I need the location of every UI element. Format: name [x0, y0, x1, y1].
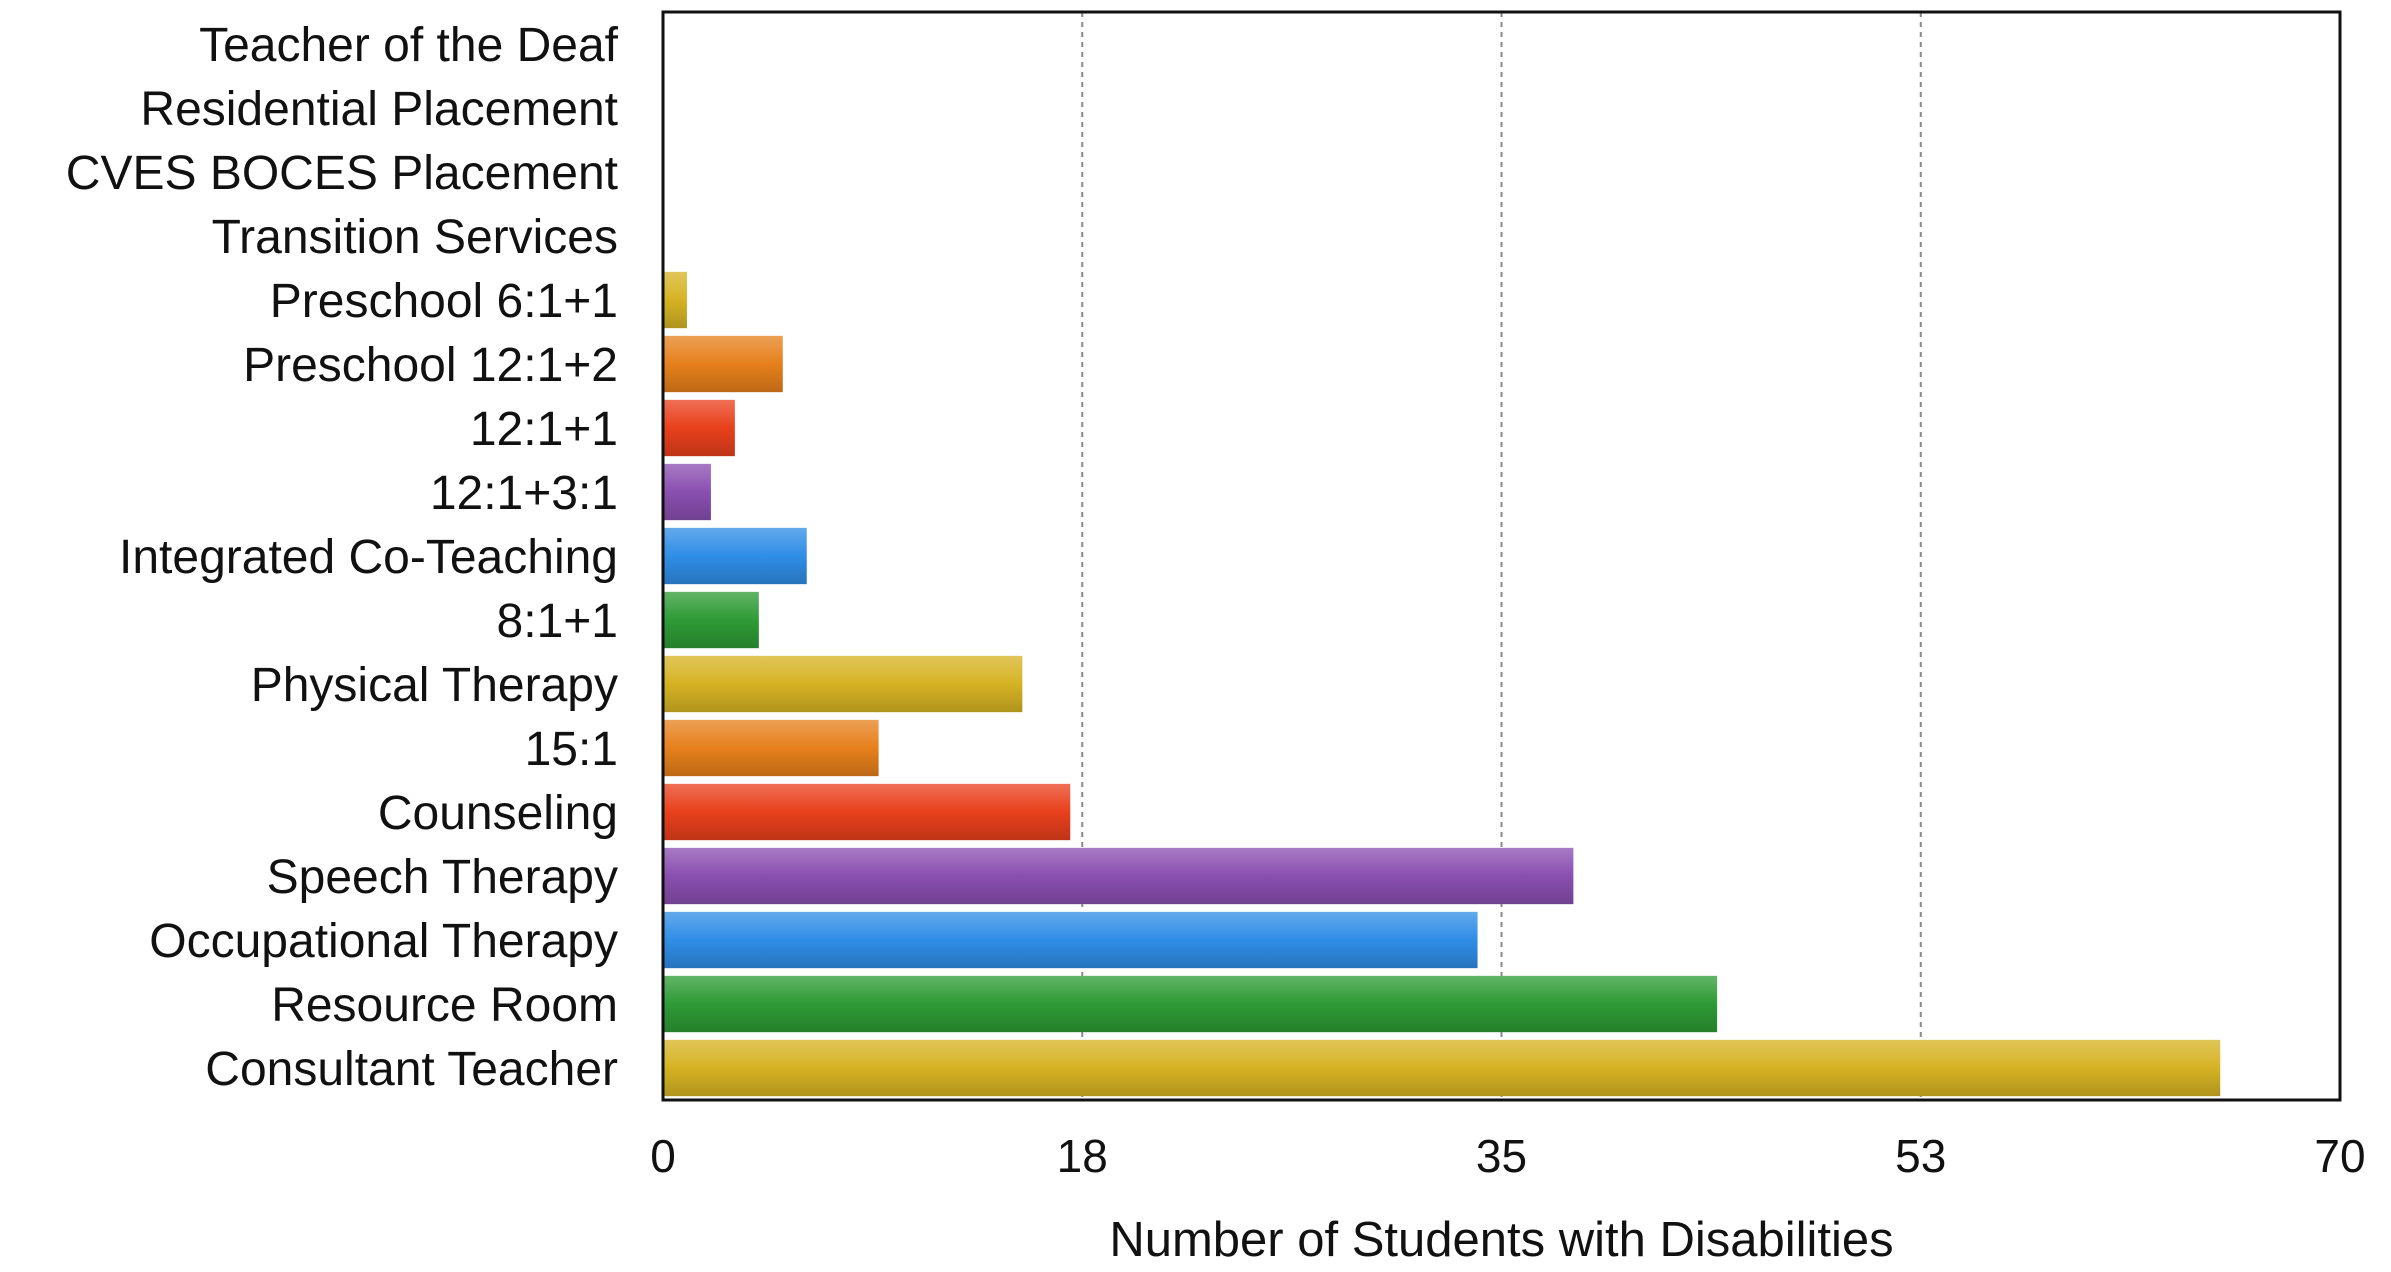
- bar: [663, 1039, 2221, 1097]
- bar: [663, 335, 783, 393]
- category-label: Residential Placement: [140, 83, 618, 136]
- x-tick-label: 0: [650, 1130, 676, 1182]
- bar: [663, 399, 735, 457]
- category-label: CVES BOCES Placement: [66, 147, 618, 200]
- bar: [663, 463, 711, 521]
- bar: [663, 783, 1071, 841]
- category-label: 8:1+1: [497, 595, 618, 648]
- plot-frame: [661, 10, 2342, 1102]
- bar: [663, 975, 1718, 1033]
- bar: [663, 911, 1478, 969]
- category-label: Resource Room: [271, 979, 618, 1032]
- bar: [663, 591, 759, 649]
- x-axis-title: Number of Students with Disabilities: [1109, 1213, 1893, 1267]
- category-label: 15:1: [525, 723, 618, 776]
- bar: [663, 847, 1574, 905]
- bar: [663, 719, 879, 777]
- bar: [663, 527, 807, 585]
- bar: [663, 655, 1023, 713]
- bar: [663, 271, 687, 329]
- category-label: Teacher of the Deaf: [199, 19, 619, 72]
- category-label: Integrated Co-Teaching: [119, 531, 618, 584]
- category-label: Speech Therapy: [267, 851, 618, 904]
- category-label: Consultant Teacher: [205, 1043, 618, 1096]
- category-label: Transition Services: [212, 211, 618, 264]
- x-tick-label: 53: [1895, 1130, 1946, 1182]
- category-label: 12:1+1: [470, 403, 618, 456]
- category-label: 12:1+3:1: [430, 467, 618, 520]
- bars: [663, 271, 2221, 1097]
- category-label: Preschool 6:1+1: [270, 275, 618, 328]
- x-tick-label: 35: [1476, 1130, 1527, 1182]
- x-tick-label: 70: [2314, 1130, 2365, 1182]
- x-tick-label: 18: [1057, 1130, 1108, 1182]
- x-tick-labels: 0 18 35 53 70: [650, 1130, 2365, 1182]
- category-label: Physical Therapy: [251, 659, 618, 712]
- category-label: Counseling: [378, 787, 618, 840]
- grid-lines: [1081, 12, 1922, 1100]
- category-label: Occupational Therapy: [149, 915, 618, 968]
- category-labels: Teacher of the Deaf Residential Placement…: [66, 19, 619, 1096]
- category-label: Preschool 12:1+2: [243, 339, 618, 392]
